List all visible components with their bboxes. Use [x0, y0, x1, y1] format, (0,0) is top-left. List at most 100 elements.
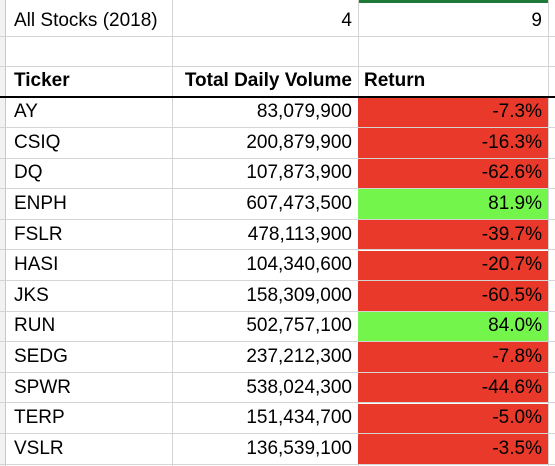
table-row: DQ 107,873,900 -62.6% [0, 158, 555, 190]
ticker-cell[interactable]: CSIQ [6, 128, 172, 158]
sheet-row-1: All Stocks (2018) 4 9 [0, 6, 555, 37]
volume-cell[interactable]: 502,757,100 [172, 312, 358, 342]
ticker-text: CSIQ [14, 131, 61, 153]
return-cell[interactable]: -7.3% [358, 97, 548, 127]
ticker-text: RUN [14, 315, 56, 337]
volume-cell[interactable]: 83,079,900 [172, 98, 358, 128]
ticker-text: SPWR [14, 376, 71, 398]
table-row: HASI 104,340,600 -20.7% [0, 250, 555, 281]
sheet-row-2 [0, 37, 555, 67]
return-cell[interactable]: -39.7% [358, 219, 548, 250]
return-text: -7.8% [492, 346, 542, 368]
cell-a2[interactable] [6, 37, 172, 67]
return-text: 81.9% [488, 193, 542, 215]
volume-cell[interactable]: 104,340,600 [172, 251, 358, 281]
ticker-text: HASI [14, 254, 59, 276]
return-text: -60.5% [481, 284, 542, 306]
volume-text: 478,113,900 [247, 223, 352, 245]
ticker-cell[interactable]: TERP [6, 404, 172, 434]
volume-cell[interactable]: 237,212,300 [172, 342, 358, 372]
table-row: RUN 502,757,100 84.0% [0, 311, 555, 343]
ticker-cell[interactable]: ENPH [6, 189, 172, 219]
ticker-text: FSLR [14, 223, 63, 245]
ticker-cell[interactable]: VSLR [6, 434, 172, 464]
cell-c2[interactable] [358, 37, 548, 67]
volume-text: 200,879,900 [246, 131, 352, 153]
volume-text: 607,473,500 [246, 193, 352, 215]
return-text: -62.6% [481, 162, 542, 184]
return-cell[interactable]: -20.7% [358, 250, 548, 280]
return-cell[interactable]: -60.5% [358, 281, 548, 311]
header-return-text: Return [364, 70, 426, 92]
ticker-cell[interactable]: RUN [6, 312, 172, 342]
table-row: SEDG 237,212,300 -7.8% [0, 342, 555, 373]
volume-cell[interactable]: 107,873,900 [172, 159, 358, 189]
ticker-cell[interactable]: FSLR [6, 220, 172, 250]
return-text: 84.0% [488, 315, 542, 337]
cell-b1-text: 4 [341, 9, 352, 31]
return-cell[interactable]: 84.0% [358, 311, 548, 342]
ticker-text: VSLR [14, 437, 64, 459]
table-row: JKS 158,309,000 -60.5% [0, 281, 555, 312]
ticker-text: ENPH [14, 193, 67, 215]
return-text: -5.0% [492, 407, 542, 429]
volume-cell[interactable]: 158,309,000 [172, 281, 358, 311]
cell-a1-text: All Stocks (2018) [14, 9, 158, 31]
header-row: Ticker Total Daily Volume Return [0, 67, 555, 98]
return-cell[interactable]: -7.8% [358, 342, 548, 372]
header-return[interactable]: Return [358, 67, 548, 96]
return-cell[interactable]: -3.5% [358, 434, 548, 464]
ticker-cell[interactable]: SEDG [6, 342, 172, 372]
table-row: AY 83,079,900 -7.3% [0, 97, 555, 128]
ticker-cell[interactable]: AY [6, 98, 172, 128]
volume-cell[interactable]: 478,113,900 [172, 220, 358, 250]
return-text: -7.3% [492, 101, 542, 123]
return-cell[interactable]: -5.0% [358, 403, 548, 433]
column-c-selection-indicator [358, 0, 548, 3]
volume-text: 158,309,000 [246, 284, 352, 306]
volume-text: 237,212,300 [246, 346, 352, 368]
ticker-cell[interactable]: HASI [6, 251, 172, 281]
return-cell[interactable]: -62.6% [358, 158, 548, 189]
volume-cell[interactable]: 607,473,500 [172, 189, 358, 219]
ticker-cell[interactable]: JKS [6, 281, 172, 311]
header-volume-text: Total Daily Volume [184, 70, 352, 92]
return-cell[interactable]: -44.6% [358, 372, 548, 403]
table-row: SPWR 538,024,300 -44.6% [0, 372, 555, 404]
ticker-cell[interactable]: SPWR [6, 373, 172, 403]
cell-a1[interactable]: All Stocks (2018) [6, 6, 172, 36]
table-row: VSLR 136,539,100 -3.5% [0, 434, 555, 465]
table-row: CSIQ 200,879,900 -16.3% [0, 128, 555, 159]
row-header-edge [0, 0, 6, 466]
volume-cell[interactable]: 151,434,700 [172, 404, 358, 434]
volume-text: 502,757,100 [246, 315, 352, 337]
volume-text: 538,024,300 [246, 376, 352, 398]
return-text: -20.7% [481, 254, 542, 276]
ticker-cell[interactable]: DQ [6, 159, 172, 189]
volume-text: 107,873,900 [246, 162, 352, 184]
volume-cell[interactable]: 136,539,100 [172, 434, 358, 464]
return-text: -39.7% [481, 223, 542, 245]
ticker-text: AY [14, 101, 38, 123]
return-cell[interactable]: 81.9% [358, 189, 548, 219]
volume-cell[interactable]: 200,879,900 [172, 128, 358, 158]
return-cell[interactable]: -16.3% [358, 128, 548, 158]
cell-b2[interactable] [172, 37, 358, 67]
ticker-text: JKS [14, 284, 49, 306]
volume-cell[interactable]: 538,024,300 [172, 373, 358, 403]
volume-text: 104,340,600 [246, 254, 352, 276]
header-volume[interactable]: Total Daily Volume [172, 67, 358, 96]
return-text: -44.6% [481, 376, 542, 398]
cell-b1[interactable]: 4 [172, 6, 358, 36]
column-divider-a-b [172, 0, 173, 466]
header-ticker[interactable]: Ticker [6, 67, 172, 96]
cell-c1[interactable]: 9 [358, 6, 548, 36]
volume-text: 83,079,900 [256, 101, 352, 123]
ticker-text: TERP [14, 407, 65, 429]
table-row: TERP 151,434,700 -5.0% [0, 403, 555, 434]
cell-c1-text: 9 [531, 9, 542, 31]
table-row: FSLR 478,113,900 -39.7% [0, 219, 555, 251]
ticker-text: DQ [14, 162, 43, 184]
header-ticker-text: Ticker [14, 70, 70, 92]
